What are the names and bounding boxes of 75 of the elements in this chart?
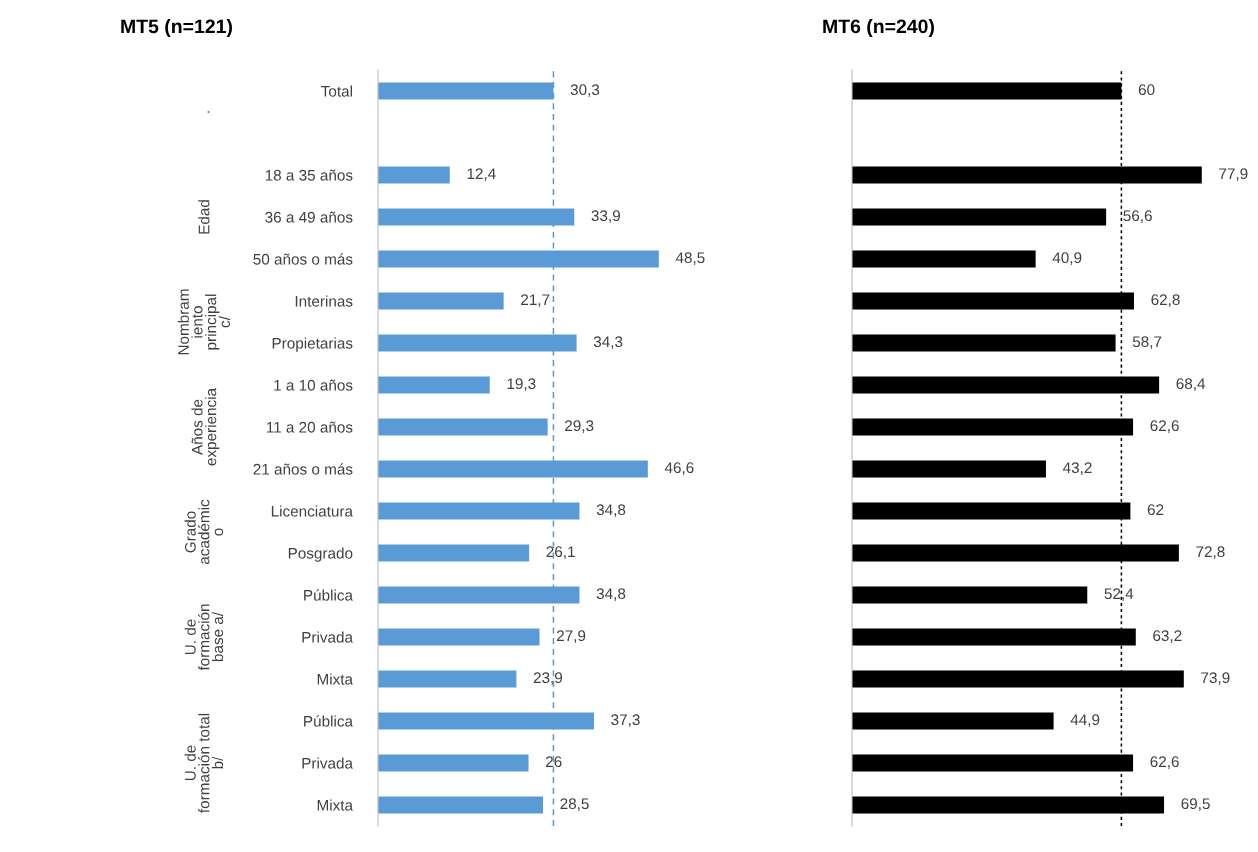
text: Grado académic o bbox=[184, 499, 224, 565]
data-label: 40,9 bbox=[1052, 252, 1082, 265]
y-tick-label: Posgrado bbox=[288, 547, 353, 562]
data-label: 34,3 bbox=[593, 336, 623, 349]
bar bbox=[852, 712, 1054, 730]
y-tick-label: Mixta bbox=[317, 673, 353, 685]
data-label: 62,6 bbox=[1150, 756, 1179, 769]
y-tick-label: Interinas bbox=[295, 295, 353, 307]
bar bbox=[852, 250, 1036, 268]
data-label: 43,2 bbox=[1062, 462, 1092, 475]
y-tick-label: 18 a 35 años bbox=[265, 169, 353, 181]
bar bbox=[378, 418, 548, 436]
data-label: 26 bbox=[545, 756, 562, 768]
bar bbox=[378, 796, 544, 814]
data-label: 48,5 bbox=[675, 252, 705, 265]
text: MT5 (n=121) bbox=[121, 18, 232, 38]
data-label: 19,3 bbox=[507, 378, 536, 391]
data-label: 21,7 bbox=[521, 294, 550, 307]
bar bbox=[378, 292, 504, 310]
data-label: 73,9 bbox=[1201, 672, 1230, 685]
y-tick-label: 11 a 20 años bbox=[266, 421, 353, 433]
data-label: 72,8 bbox=[1196, 546, 1225, 559]
y-tick-label: 1 a 10 años bbox=[274, 379, 353, 391]
data-label: 56,6 bbox=[1123, 210, 1152, 223]
y-tick-label: Licenciatura bbox=[271, 505, 353, 517]
bar bbox=[378, 166, 450, 184]
text: Nombram iento principal c/ bbox=[177, 289, 230, 355]
text: . bbox=[207, 111, 210, 113]
text: U. de formación total b/ bbox=[184, 713, 224, 813]
chart-title: MT6 (n=240) bbox=[823, 18, 934, 38]
y-tick-label: Propietarias bbox=[272, 337, 353, 352]
bar bbox=[852, 460, 1046, 478]
y-tick-label: Pública bbox=[304, 715, 353, 727]
data-label: 27,9 bbox=[556, 630, 586, 643]
data-label: 12,4 bbox=[467, 168, 496, 181]
text: U. de formación base a/ bbox=[184, 604, 224, 671]
bar bbox=[378, 376, 490, 394]
text: Años de experiencia bbox=[191, 387, 220, 466]
data-label: 62,8 bbox=[1151, 294, 1180, 307]
data-label: 46,6 bbox=[664, 462, 694, 475]
y-tick-label: 36 a 49 años bbox=[265, 211, 353, 223]
data-label: 62,6 bbox=[1150, 420, 1179, 433]
data-label: 58,7 bbox=[1132, 336, 1162, 349]
y-tick-label: Mixta bbox=[317, 799, 353, 811]
y-tick-label: Total bbox=[321, 85, 352, 97]
data-label: 33,9 bbox=[591, 210, 620, 223]
y-tick-label: Pública bbox=[304, 589, 353, 601]
bar bbox=[852, 208, 1107, 226]
data-label: 30,3 bbox=[570, 84, 600, 97]
data-label: 29,3 bbox=[565, 420, 594, 433]
data-label: 34,8 bbox=[596, 504, 626, 517]
data-label: 60 bbox=[1138, 84, 1155, 96]
data-label: 63,2 bbox=[1153, 630, 1182, 643]
bar bbox=[852, 334, 1116, 352]
bar bbox=[378, 670, 517, 688]
data-label: 62 bbox=[1147, 504, 1164, 516]
y-tick-label: Privada bbox=[302, 631, 353, 643]
y-tick-label: Privada bbox=[302, 757, 353, 769]
data-label: 37,3 bbox=[611, 714, 640, 727]
data-label: 28,5 bbox=[560, 798, 589, 811]
bar bbox=[378, 754, 529, 772]
data-label: 77,9 bbox=[1219, 168, 1248, 181]
data-label: 34,8 bbox=[596, 588, 626, 601]
y-tick-label: 50 años o más bbox=[253, 253, 353, 265]
bar bbox=[378, 628, 540, 646]
text: Edad bbox=[198, 200, 210, 234]
data-label: 68,4 bbox=[1176, 378, 1206, 391]
bar bbox=[378, 544, 530, 562]
y-tick-label: 21 años o más bbox=[253, 463, 353, 475]
data-label: 44,9 bbox=[1070, 714, 1100, 727]
data-label: 23,9 bbox=[533, 672, 563, 685]
data-label: 26,1 bbox=[546, 546, 575, 559]
data-label: 69,5 bbox=[1181, 798, 1210, 811]
data-label: 52,4 bbox=[1104, 588, 1134, 601]
bar bbox=[852, 586, 1088, 604]
